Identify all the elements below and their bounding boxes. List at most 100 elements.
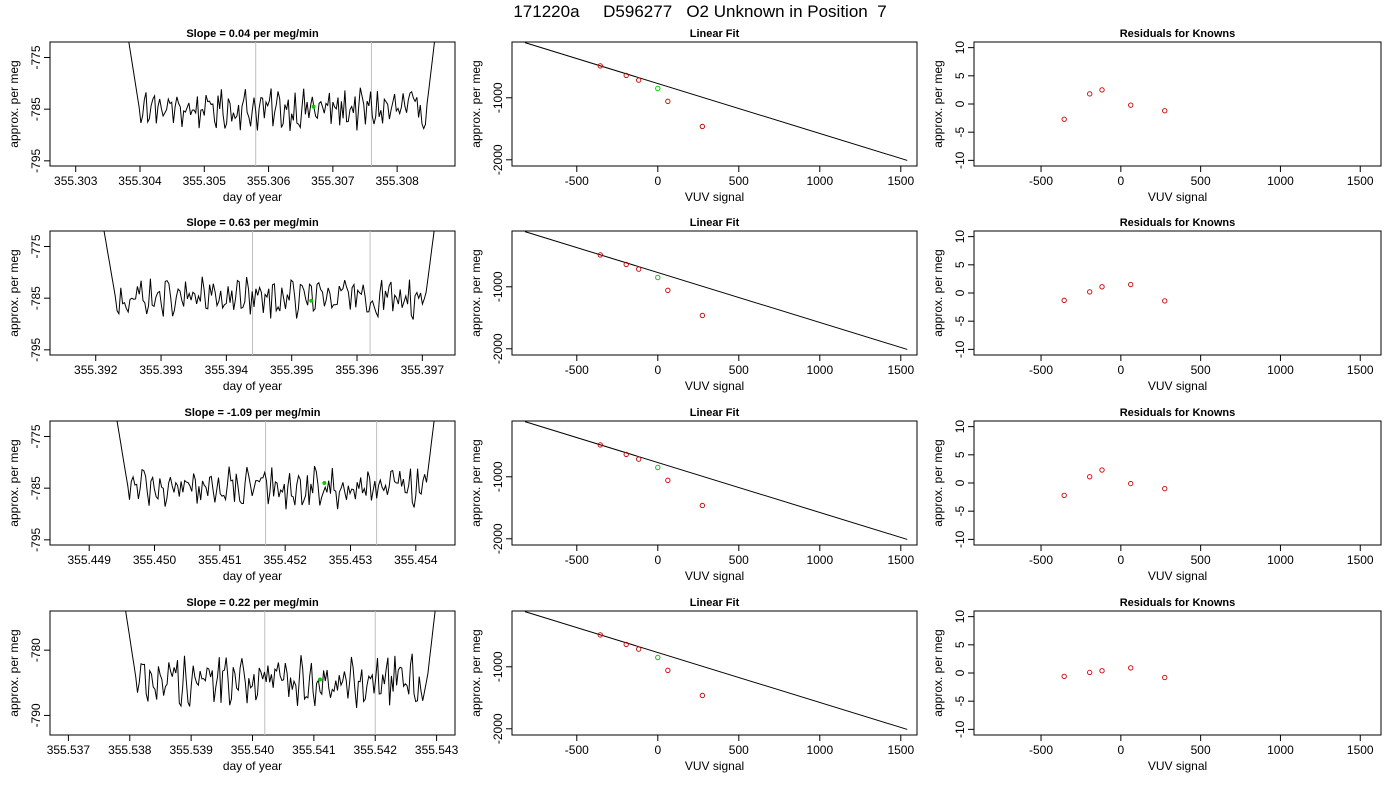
y-tick-label: 5 (953, 451, 967, 458)
x-axis-label: VUV signal (685, 759, 744, 773)
y-tick-label: -795 (29, 528, 43, 552)
x-tick-label: 355.449 (67, 553, 111, 567)
y-tick-label: -785 (29, 476, 43, 500)
panel-title: Linear Fit (690, 217, 740, 229)
signal-trace (116, 421, 435, 510)
y-tick-label: -775 (29, 424, 43, 448)
data-point (699, 502, 705, 509)
y-axis-label: approx. per meg (469, 629, 483, 716)
y-axis-label: approx. per meg (7, 629, 21, 716)
y-tick-label: 0 (953, 100, 967, 107)
x-tick-label: 0 (654, 363, 661, 377)
x-tick-label: 1500 (887, 743, 914, 757)
plot-frame (49, 420, 456, 546)
x-tick-label: 355.305 (183, 174, 227, 188)
data-point (1162, 485, 1168, 492)
data-point (597, 63, 603, 69)
x-axis-label: day of year (223, 190, 282, 204)
x-tick-label: 1000 (806, 363, 833, 377)
plot-frame (511, 230, 918, 356)
x-tick-label: 355.307 (311, 174, 355, 188)
data-point (1162, 108, 1168, 114)
x-axis-label: VUV signal (685, 569, 744, 583)
x-tick-label: -500 (565, 743, 589, 757)
data-point (636, 456, 642, 462)
data-point (1061, 673, 1067, 680)
y-axis-label: approx. per meg (7, 439, 21, 526)
data-point (1061, 297, 1067, 303)
x-tick-label: 1000 (1267, 363, 1294, 377)
x-tick-label: 1000 (1267, 553, 1294, 567)
panel-title: Linear Fit (690, 597, 740, 609)
panel-title: Residuals for Knowns (1120, 597, 1236, 609)
x-tick-label: 355.453 (329, 553, 373, 567)
data-point (1099, 668, 1105, 674)
data-point (636, 77, 642, 83)
y-tick-label: -790 (29, 703, 43, 727)
fit-line (524, 231, 908, 350)
y-tick-label: 0 (953, 669, 967, 676)
x-tick-label: -500 (1029, 553, 1053, 567)
panel-11: Linear Fit VUV signal approx. per meg -500 0… (469, 597, 918, 773)
unknown-marker (655, 654, 661, 661)
y-axis-label: approx. per meg (7, 60, 21, 147)
y-tick-label: -785 (29, 97, 43, 121)
unknown-marker (322, 481, 327, 485)
y-tick-label: -10 (953, 151, 967, 169)
x-tick-label: 500 (729, 363, 749, 377)
panel-12: Residuals for Knowns VUV signal approx. pe… (931, 597, 1382, 773)
y-tick-label: -1000 (491, 651, 505, 682)
x-tick-label: 355.454 (394, 553, 438, 567)
x-tick-label: -500 (1029, 363, 1053, 377)
y-tick-label: 10 (953, 610, 967, 624)
panel-5: Linear Fit VUV signal approx. per meg -500 0… (469, 217, 918, 393)
panel-1: Slope = 0.04 per meg/min day of year appro… (7, 28, 456, 204)
x-axis-label: VUV signal (1148, 759, 1207, 773)
y-tick-label: -2000 (491, 713, 505, 744)
y-axis-label: approx. per meg (931, 439, 945, 526)
x-tick-label: 1000 (806, 174, 833, 188)
x-tick-label: 355.395 (270, 363, 314, 377)
y-tick-label: -780 (29, 638, 43, 662)
fit-line (524, 421, 908, 540)
panel-title: Linear Fit (690, 28, 740, 40)
page-title: 171220a D596277 O2 Unknown in Position 7 (513, 2, 887, 21)
data-point (1099, 284, 1105, 290)
data-point (1099, 87, 1105, 93)
x-tick-label: 500 (729, 553, 749, 567)
x-tick-label: 1500 (887, 553, 914, 567)
x-tick-label: 355.304 (118, 174, 162, 188)
x-axis-label: day of year (223, 379, 282, 393)
x-tick-label: 355.308 (375, 174, 419, 188)
panel-2: Linear Fit VUV signal approx. per meg -500 0… (469, 28, 918, 204)
x-tick-label: -500 (1029, 743, 1053, 757)
x-tick-label: 1500 (1347, 743, 1374, 757)
data-point (1061, 492, 1067, 499)
data-point (1128, 102, 1134, 108)
y-tick-label: -2000 (491, 333, 505, 364)
y-axis-label: approx. per meg (469, 249, 483, 336)
panel-8: Linear Fit VUV signal approx. per meg -500 0… (469, 407, 918, 583)
y-tick-label: 10 (953, 230, 967, 244)
panel-title: Slope = 0.04 per meg/min (186, 28, 319, 40)
x-tick-label: 355.452 (263, 553, 307, 567)
x-tick-label: 500 (1191, 743, 1211, 757)
x-tick-label: 355.392 (74, 363, 118, 377)
x-tick-label: -500 (565, 363, 589, 377)
fit-line (524, 42, 908, 161)
x-tick-label: 500 (1191, 174, 1211, 188)
y-tick-label: -1000 (491, 461, 505, 492)
x-tick-label: 355.306 (247, 174, 291, 188)
panel-9: Residuals for Knowns VUV signal approx. pe… (931, 407, 1382, 583)
x-tick-label: 355.451 (198, 553, 242, 567)
x-tick-label: 1500 (887, 174, 914, 188)
panel-title: Linear Fit (690, 407, 740, 419)
y-tick-label: 5 (953, 641, 967, 648)
y-tick-label: -2000 (491, 144, 505, 175)
x-axis-label: VUV signal (685, 190, 744, 204)
x-tick-label: 355.450 (133, 553, 177, 567)
panel-7: Slope = -1.09 per meg/min day of year appr… (7, 407, 456, 583)
x-tick-label: 355.303 (54, 174, 98, 188)
x-tick-label: 500 (729, 743, 749, 757)
unknown-marker (318, 677, 322, 682)
